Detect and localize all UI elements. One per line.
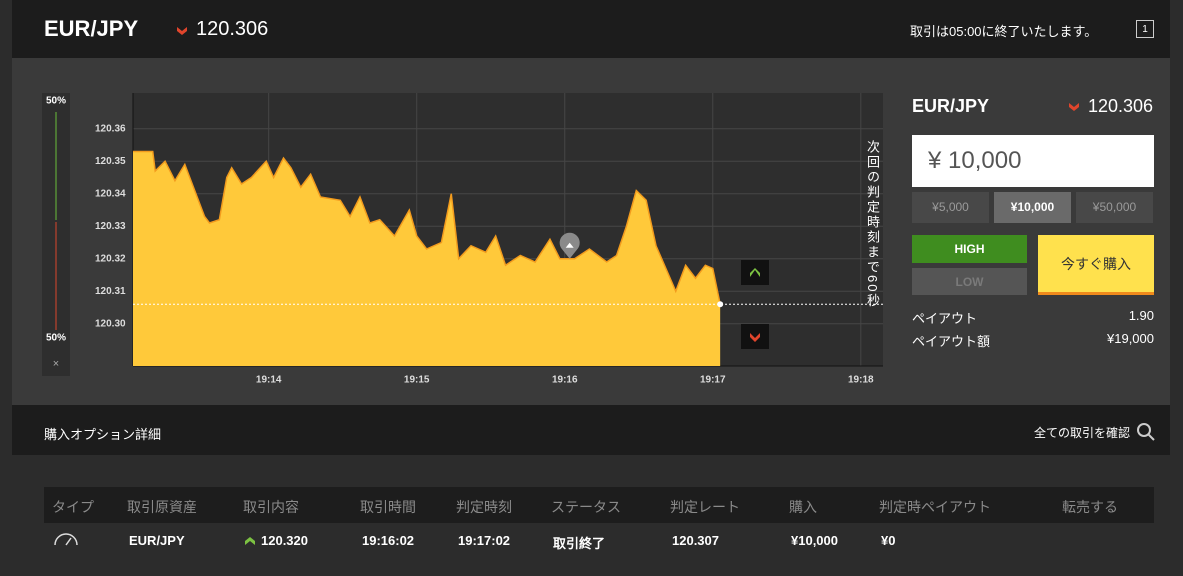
y-tick-label: 120.35 [95,156,126,167]
y-tick-label: 120.32 [95,253,126,264]
high-indicator [741,260,769,285]
details-title: 購入オプション詳細 [44,427,162,442]
low-ratio: 50% [46,333,66,344]
y-tick-label: 120.33 [95,221,126,232]
table-header: 転売する [1062,499,1118,515]
table-header: 判定時ペイアウト [879,499,991,515]
amount-input[interactable]: ¥ 10,000 [912,135,1154,187]
current-rate-dot [717,301,724,308]
table-header: 判定時刻 [456,499,512,515]
low-button[interactable]: LOW [912,268,1027,295]
y-tick-label: 120.31 [95,286,126,297]
y-tick-label: 120.30 [95,318,126,329]
table-header: 取引原資産 [127,499,197,515]
high-ratio: 50% [46,96,66,107]
payout: 1.90 [1128,308,1154,323]
window-button[interactable]: 1 [1136,20,1154,38]
payout-label: ペイアウト [912,311,978,326]
header-pair: EUR/JPY [44,16,139,41]
all-trades-link[interactable]: 全ての取引を確認 [1034,426,1131,440]
high-icon [750,268,760,277]
x-tick-label: 19:16 [552,375,578,386]
table-header: 取引内容 [243,499,299,515]
payout-amount-label: ペイアウト額 [912,334,991,349]
x-tick-label: 19:14 [256,375,282,386]
closing-notice: 取引は05:00に終了いたします。 [910,24,1098,39]
table-cell: ¥0 [881,533,896,548]
low-icon [750,333,760,342]
countdown: 次回の判定時刻まで60秒 [865,140,880,309]
search-icon[interactable] [1136,422,1156,442]
table-header: 取引時間 [360,499,416,515]
price-line [133,150,721,305]
chart: 50% 50% × 120.30 120.31 120.32 120.33 120.34… [42,93,883,386]
details-bar [12,405,1170,455]
preset-button[interactable]: ¥50,000 [1076,192,1153,223]
price-area [133,151,721,366]
x-tick-label: 19:18 [848,375,874,386]
header-bar [12,0,1170,58]
table-cell: 120.320 [261,533,308,548]
high-label: HIGH [954,242,985,256]
table-header-bg [44,487,1154,523]
panel-rate: 120.306 [1088,96,1154,116]
table-cell: 19:16:02 [362,533,415,548]
entry-marker-arrow [565,242,574,248]
low-indicator [741,324,769,349]
y-tick-label: 120.34 [95,188,126,199]
high-button[interactable]: HIGH [912,235,1027,263]
preset-button[interactable]: ¥5,000 [912,192,989,223]
x-tick-label: 19:17 [700,375,726,386]
down-arrow-icon [1069,103,1079,111]
table-cell: 19:17:02 [458,533,511,548]
table-header: 判定レート [670,499,740,515]
up-arrow-icon [245,537,255,545]
preset-button[interactable]: ¥10,000 [994,192,1071,223]
x-tick-label: 19:15 [404,375,430,386]
payout-amount: ¥19,000 [1107,331,1154,346]
close-button[interactable]: × [53,358,59,370]
table-header: タイプ [52,499,94,515]
table-header: 購入 [789,499,817,515]
table-cell: 取引終了 [553,536,606,551]
buy-button[interactable]: 今すぐ購入 [1038,235,1154,295]
table-header: ステータス [551,499,621,515]
table-cell: 120.307 [672,533,719,548]
down-arrow-icon [177,27,187,35]
table-cell: ¥10,000 [791,533,838,548]
low-label: LOW [955,274,984,289]
panel-pair: EUR/JPY [912,96,990,116]
table-cell: EUR/JPY [129,533,185,548]
header-rate: 120.306 [196,18,269,40]
buy-label: 今すぐ購入 [1061,255,1131,272]
type-icon [54,533,78,546]
y-tick-label: 120.36 [95,123,126,134]
